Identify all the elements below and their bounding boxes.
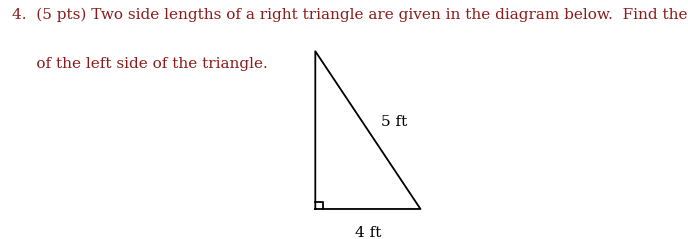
Text: 4 ft: 4 ft: [355, 226, 381, 239]
Text: of the left side of the triangle.: of the left side of the triangle.: [12, 57, 268, 71]
Text: 5 ft: 5 ft: [380, 115, 407, 129]
Text: 4.  (5 pts) Two side lengths of a right triangle are given in the diagram below.: 4. (5 pts) Two side lengths of a right t…: [12, 7, 688, 22]
